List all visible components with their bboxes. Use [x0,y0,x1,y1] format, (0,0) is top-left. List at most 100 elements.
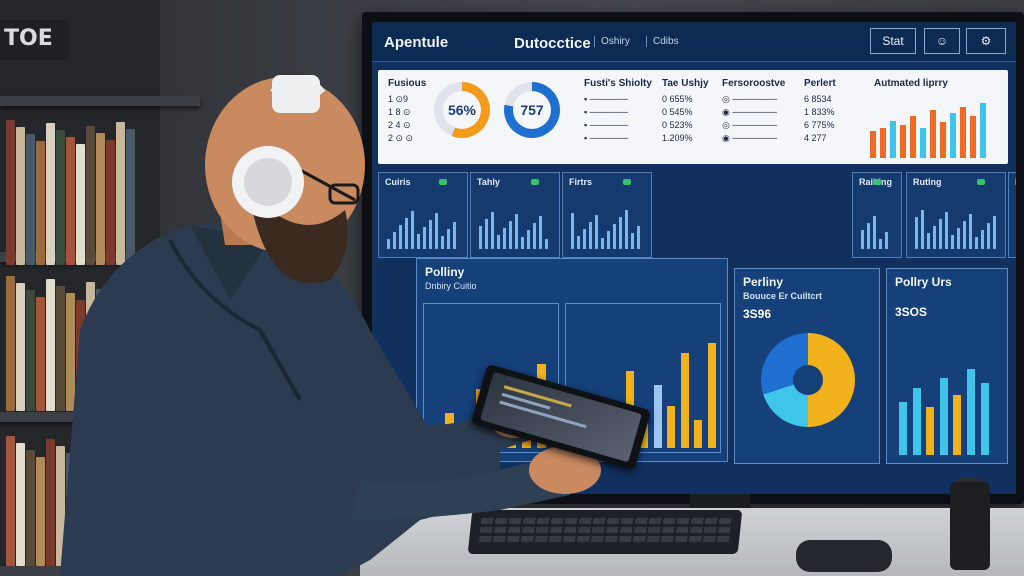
mini-bar [910,116,916,158]
chart-bar [667,406,676,448]
metric-card-raibing[interactable]: Raibing [852,172,902,258]
summary-col-d: Perlert 6 8534 1 833% 6 775% 4 277 [804,78,836,145]
card-bar [521,237,524,249]
profile-icon[interactable]: ☺ [924,28,960,54]
panel-perliny: Perliny Bouuce Er Cuiltcrt 3S96 [734,268,880,464]
mini-bar-chart [870,98,1000,158]
card-bar-chart [915,209,999,249]
card-bar [993,216,996,249]
book [6,120,15,265]
dashboard-header: Apentule Dutocctice Oshiry Cdibs Stat ☺ … [372,22,1016,62]
book [56,286,65,411]
card-bar [957,228,960,249]
metric-card-rutlng[interactable]: Rutlng [906,172,1006,258]
stat-button[interactable]: Stat [870,28,916,54]
summary-col-a: Fusti's Shiolty ▪ ────── ▪ ────── ▪ ──────… [584,78,652,143]
col-row: 1 ⊙9 [388,94,409,104]
shelf-board [0,96,200,106]
chart-bar [967,368,975,455]
card-bar [393,232,396,249]
col-heading: Autmated liprry [874,78,948,89]
card-bar [981,230,984,249]
summary-col-c: Fersoroostve ◎ ─────── ◉ ─────── ◎ ───────… [722,78,786,143]
card-bar [619,217,622,249]
book [106,140,115,265]
card-bar [539,216,542,249]
mini-bar [900,125,906,158]
settings-icon[interactable]: ⚙ [966,28,1006,54]
status-pill [531,179,539,185]
panel-subtitle: Bouuce Er Cuiltcrt [743,291,823,301]
brand-logo: Apentule [384,34,449,51]
card-bar [571,213,574,249]
card-bar [497,235,500,249]
card-bar [453,222,456,249]
card-bar [583,229,586,249]
card-bar-chart [571,209,645,249]
metric-card-firtrs[interactable]: Firtrs [562,172,652,258]
card-bar [545,239,548,249]
card-bar [987,223,990,249]
tab-cdibs[interactable]: Cdibs [646,36,685,47]
mini-bar [870,131,876,158]
tab-oshiry[interactable]: Oshiry [594,36,636,47]
card-bar [885,232,888,249]
chart-bar [980,383,989,455]
book [96,133,105,265]
card-bar [861,230,864,249]
card-bar [927,233,930,249]
panel-title: Polliny [425,265,465,279]
chart-bar [926,407,935,455]
col-heading: Fusious [388,78,427,89]
book [36,297,45,411]
card-bar [503,228,506,249]
book [116,122,125,265]
pie-chart [761,333,855,427]
card-bar [613,224,616,249]
metric-card-eishigs[interactable]: Eishigs [1008,172,1016,258]
mouse[interactable] [796,540,892,572]
col-row: 1 833% [804,107,835,117]
col-row: 1 8 ⊙ [388,107,411,117]
col-row: 2 ⊙ ⊙ [388,133,414,143]
book [26,290,35,411]
card-bar [595,215,598,249]
metric-cards-row: Cuiris Tahly Firtrs Raibing Rutlng Eishigs [378,172,1016,264]
card-title: Tahly [477,177,500,187]
book [66,293,75,411]
metric-card-tahly[interactable]: Tahly [470,172,560,258]
pie-hole [793,365,823,395]
book [36,141,45,265]
summary-col-fusious: Fusious 1 ⊙9 1 8 ⊙ 2 4 ⊙ 2 ⊙ ⊙ [388,78,426,145]
panel-value: 3SOS [895,305,928,319]
mini-bar [940,122,946,158]
mini-bar [980,102,986,158]
card-bar [921,210,924,249]
panel-title: Pollry Urs [895,275,952,289]
water-bottle [950,482,990,570]
status-pill [977,179,985,185]
chart-bar [953,395,962,455]
chart-bar [708,343,716,448]
card-bar [945,212,948,249]
col-heading: Fusti's Shiolty [584,78,652,89]
panel-title: Perliny [743,275,784,289]
metric-card-cuiris[interactable]: Cuiris [378,172,468,258]
book [66,137,75,265]
mini-bar [970,116,976,158]
card-bar [577,236,580,249]
book [16,127,25,265]
col-row: 0 545% [662,107,693,117]
col-row: 2 4 ⊙ [388,120,411,130]
book [126,129,135,265]
card-bar [933,226,936,249]
card-bar [387,239,390,249]
summary-col-e: Autmated liprry [874,78,948,93]
card-bar-chart [387,209,461,249]
donut-value: 56% [443,91,481,129]
book [46,439,55,566]
card-bar [423,227,426,249]
card-bar [485,219,488,249]
col-row: 4 277 [804,133,827,143]
panel-pollry-urs: Pollry Urs 3SOS [886,268,1008,464]
